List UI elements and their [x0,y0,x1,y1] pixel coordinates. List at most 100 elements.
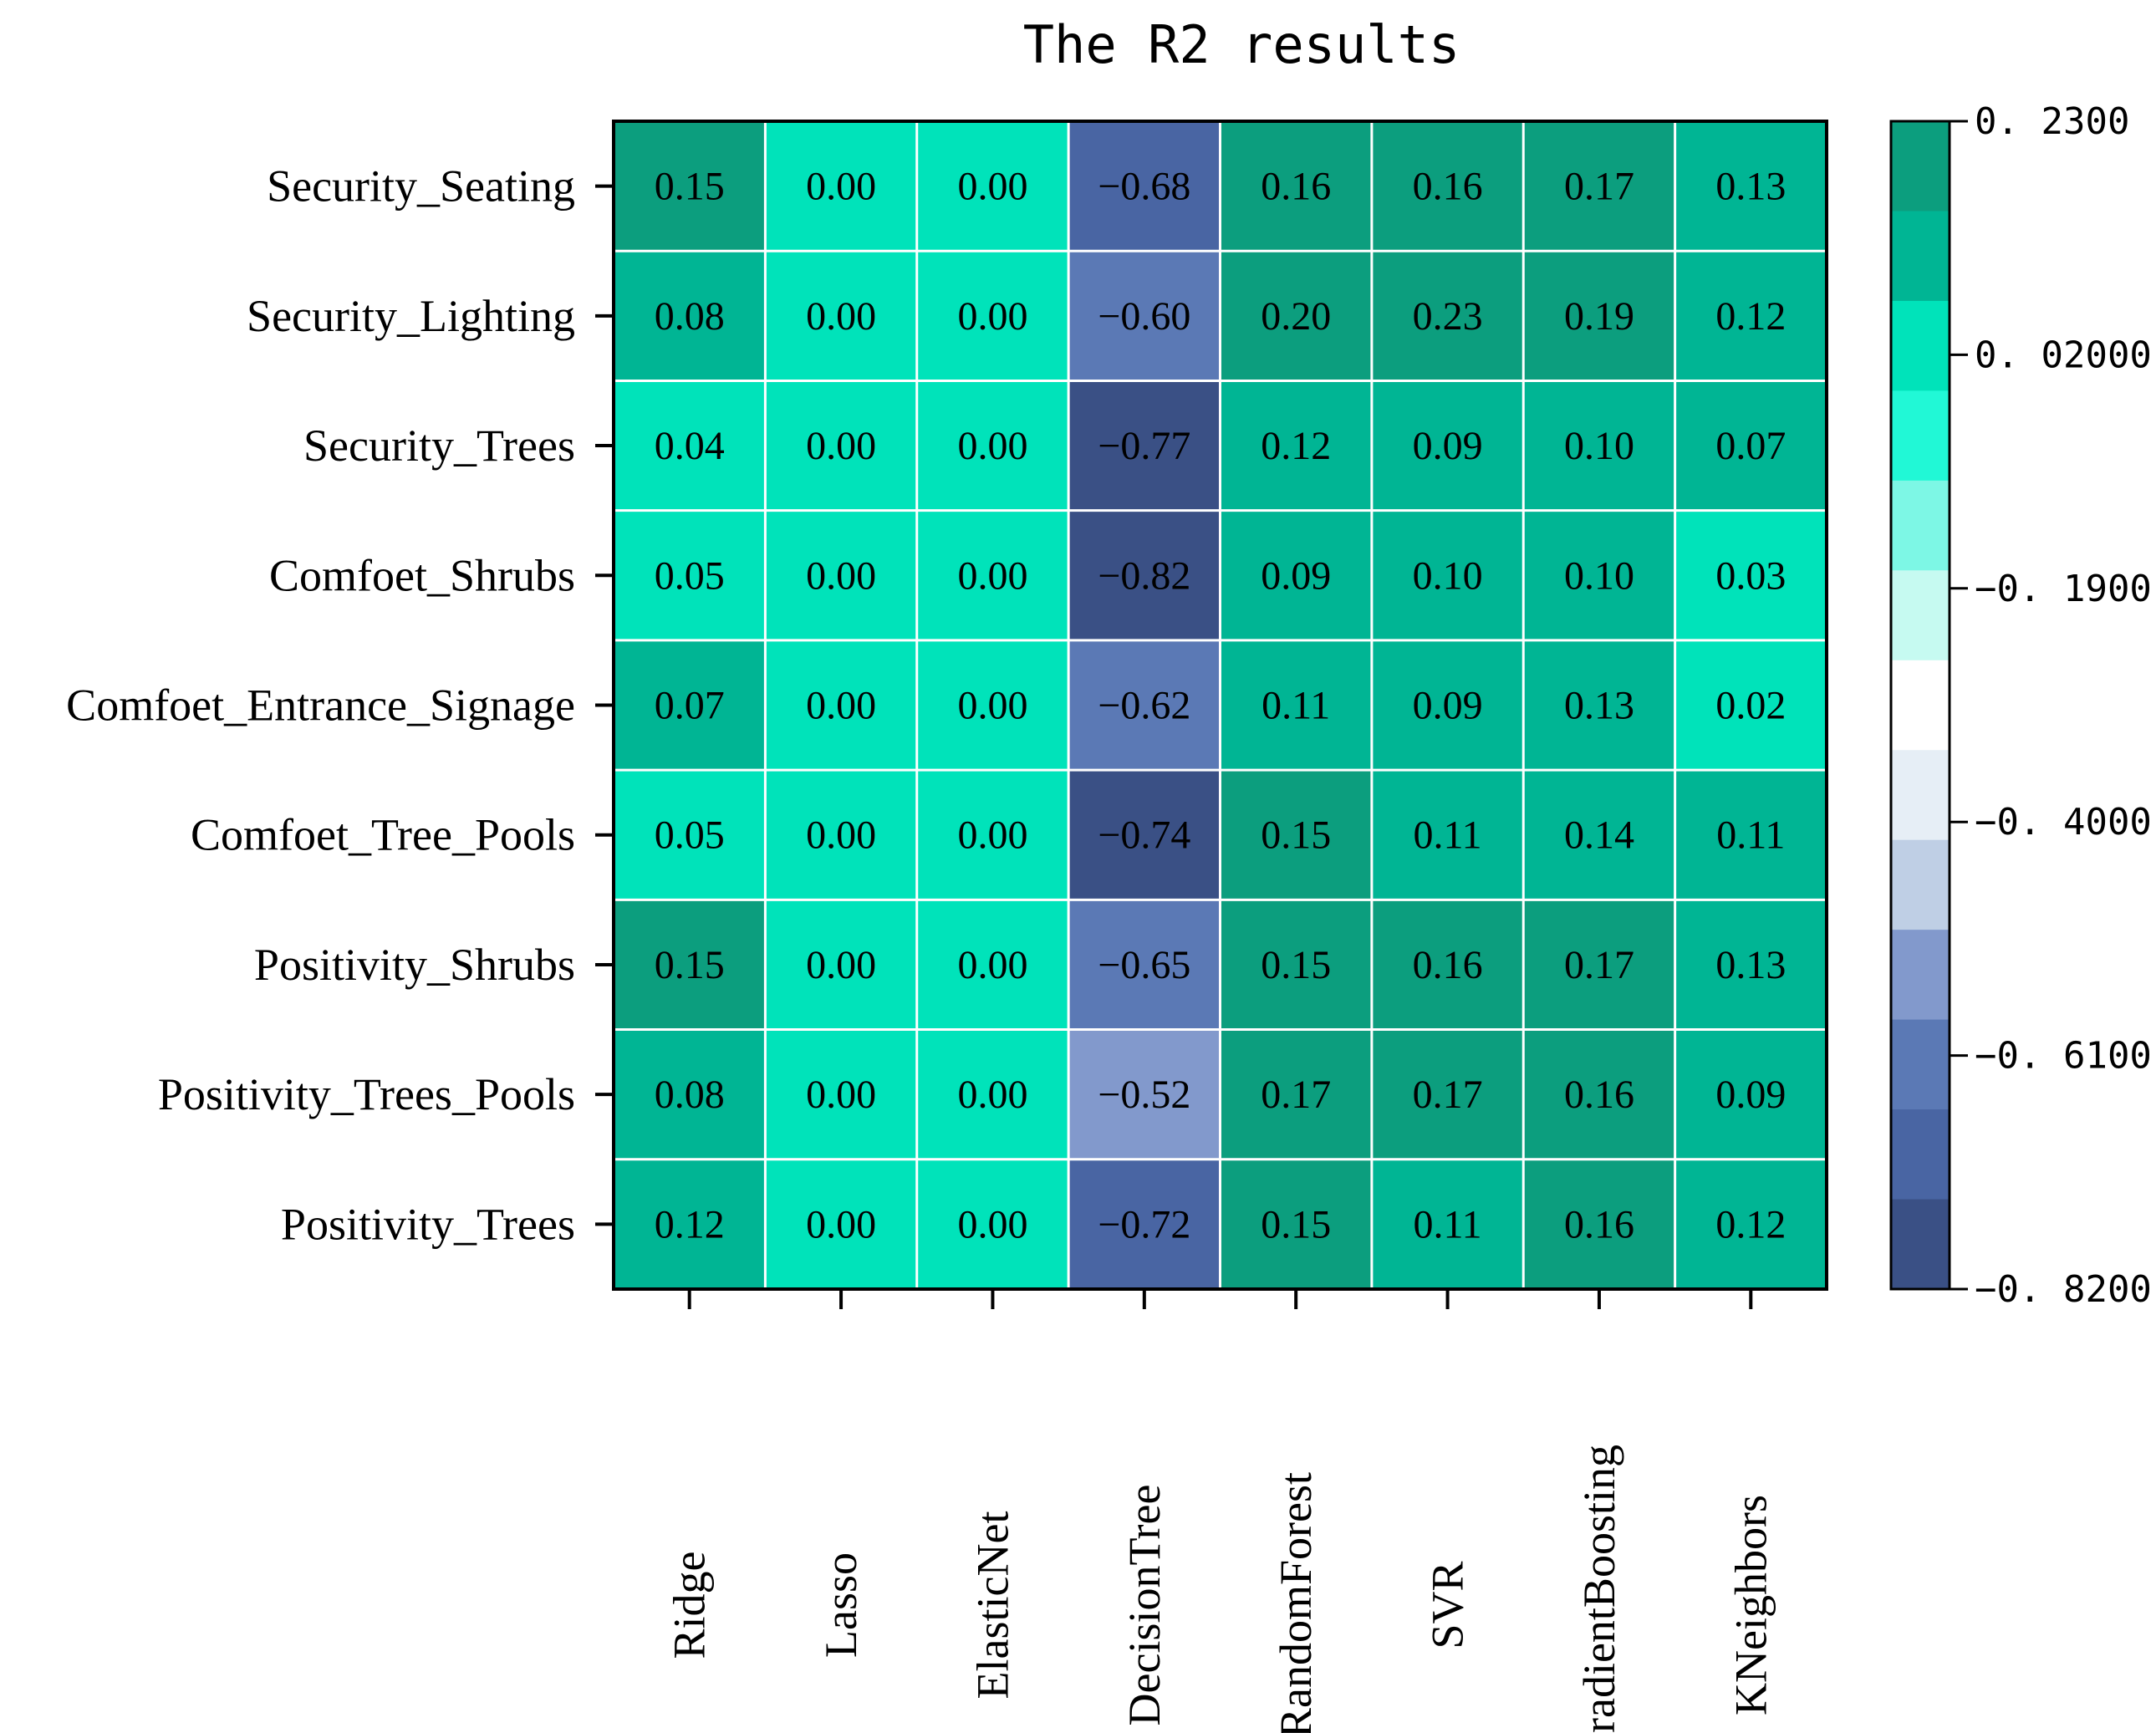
cell-value-label: 0.15 [655,165,725,209]
y-tick-label: Security_Lighting [247,291,575,341]
cell-value-label: 0.20 [1261,294,1331,339]
cell-value-label: 0.00 [957,943,1027,987]
cell-value-label: −0.68 [1098,165,1190,209]
y-tick-label: Security_Trees [303,421,575,471]
cell-value-label: −0.77 [1098,424,1190,468]
heatmap-cell [916,380,1069,511]
colorbar-tick-label: 0. 02000 [1975,334,2152,376]
cell-value-label: 0.19 [1564,294,1634,339]
heatmap-cell [1674,900,1827,1030]
cell-value-label: 0.14 [1564,813,1634,858]
y-tick-label: Comfoet_Shrubs [269,550,575,600]
heatmap-cell [916,251,1069,381]
cell-value-label: 0.16 [1261,165,1331,209]
cell-value-label: 0.15 [1261,943,1331,987]
cell-value-label: 0.17 [1413,1073,1483,1117]
cell-value-label: 0.08 [655,1073,725,1117]
heatmap-cell [1220,121,1372,252]
cell-value-label: 0.09 [1715,1073,1786,1117]
cell-value-label: 0.23 [1413,294,1483,339]
heatmap-cell [916,770,1069,900]
heatmap-cell [1068,640,1221,771]
cell-value-label: 0.00 [957,165,1027,209]
colorbar-segment [1891,1019,1950,1110]
x-tick-label: DecisionTree [1119,1485,1170,1726]
y-axis: Security_Seating Security_Lighting Securit… [66,161,614,1249]
cell-value-label: −0.65 [1098,943,1190,987]
cell-value-label: 0.05 [655,813,725,858]
heatmap-cell [1371,510,1524,640]
heatmap-cell [765,1029,917,1160]
cell-value-label: 0.17 [1564,165,1634,209]
heatmap-cell [1220,900,1372,1030]
colorbar-frame [1889,120,1951,1291]
heatmap-cell [1371,900,1524,1030]
heatmap-cell [614,121,766,252]
cell-value-label: −0.52 [1098,1073,1190,1117]
cell-value-label: 0.00 [957,1073,1027,1117]
cell-value-label: 0.00 [806,1202,876,1246]
cell-value-label: 0.00 [957,1202,1027,1246]
heatmap-cell [1068,251,1221,381]
colorbar: 0. 2300 0. 02000 −0. 1900 −0. 4000 −0. 6100 −… [1889,100,2152,1311]
cell-value-label: 0.17 [1261,1073,1331,1117]
heatmap-cell [614,510,766,640]
heatmap-cell [765,380,917,511]
colorbar-segment [1891,300,1950,391]
heatmap-cell [1523,121,1675,252]
heatmap-cell [1371,640,1524,771]
colorbar-segment [1891,930,1950,1021]
heatmap-cell [1371,121,1524,252]
cell-value-label: 0.13 [1715,165,1786,209]
cell-value-label: −0.74 [1098,813,1190,858]
heatmap-cell [1371,1159,1524,1289]
cell-value-label: 0.15 [1261,813,1331,858]
colorbar-tick-label: −0. 4000 [1975,801,2152,844]
heatmap-cell [1674,251,1827,381]
cell-value-label: −0.82 [1098,553,1190,598]
cell-value-label: 0.00 [806,294,876,339]
cell-value-label: 0.00 [806,165,876,209]
cell-value-label: 0.09 [1413,424,1483,468]
cell-value-label: 0.00 [957,553,1027,598]
cell-value-label: 0.04 [655,424,725,468]
heatmap-cell [1068,121,1221,252]
cell-value-label: 0.13 [1564,684,1634,728]
colorbar-tick-label: −0. 1900 [1975,568,2152,610]
heatmap-cell [1371,380,1524,511]
y-tick-label: Comfoet_Entrance_Signage [66,680,575,731]
cell-value-label: 0.11 [1413,1202,1481,1246]
colorbar-segment [1891,211,1950,302]
cell-value-label: 0.05 [655,553,725,598]
heatmap-cell [1523,380,1675,511]
heatmap-cell [614,900,766,1030]
heatmap-cell [1068,770,1221,900]
cell-value-label: 0.16 [1413,943,1483,987]
x-tick-label: SVR [1423,1561,1473,1649]
cell-value-label: 0.09 [1413,684,1483,728]
heatmap-cell [1068,900,1221,1030]
heatmap-cell [765,510,917,640]
heatmap-cell [1220,770,1372,900]
cell-value-label: −0.72 [1098,1202,1190,1246]
y-tick-label: Positivity_Trees_Pools [158,1069,575,1119]
colorbar-segment [1891,121,1950,212]
cell-value-label: 0.12 [655,1202,725,1246]
y-tick-label: Comfoet_Tree_Pools [191,810,575,860]
heatmap-cell [1523,1029,1675,1160]
colorbar-segment [1891,570,1950,661]
cell-value-label: 0.10 [1413,553,1483,598]
cell-value-label: 0.11 [1261,684,1330,728]
heatmap-cell [614,380,766,511]
chart-title: The R2 results [1023,14,1460,75]
heatmap-cell [1674,640,1827,771]
heatmap-cell [1220,510,1372,640]
x-tick-label: ElasticNet [967,1511,1017,1700]
cell-value-label: 0.12 [1261,424,1331,468]
colorbar-tick-label: 0. 2300 [1975,100,2129,143]
heatmap-cell [1068,510,1221,640]
heatmap-cell [1523,770,1675,900]
cell-value-label: 0.09 [1261,553,1331,598]
heatmap-cell [1220,1029,1372,1160]
heatmap-cell [1371,251,1524,381]
